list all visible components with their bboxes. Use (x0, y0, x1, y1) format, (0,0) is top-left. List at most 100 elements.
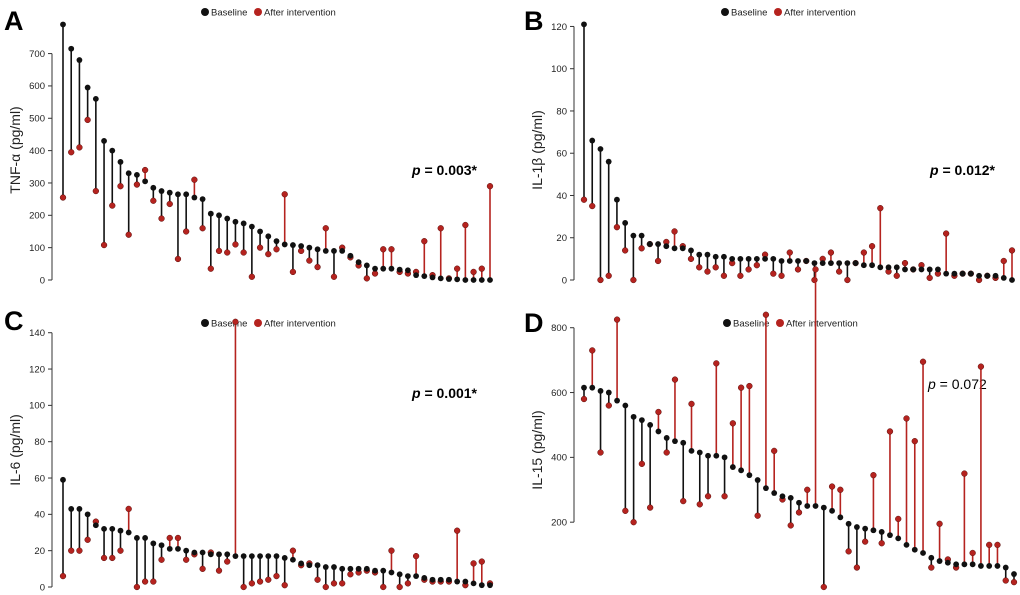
baseline-point (672, 438, 678, 445)
y-tick-label: 80 (34, 437, 45, 448)
dumbbell-series (59, 318, 494, 591)
baseline-point (622, 402, 629, 409)
after-point (745, 266, 752, 273)
after-point (704, 493, 712, 500)
baseline-point (76, 505, 83, 512)
after-point (622, 507, 629, 514)
after-point (696, 501, 703, 508)
after-point (232, 241, 239, 248)
baseline-point (166, 545, 173, 552)
y-tick-label: 0 (562, 275, 567, 286)
baseline-point (828, 260, 834, 266)
baseline-point (290, 556, 296, 563)
baseline-point (290, 242, 296, 248)
after-point (886, 428, 894, 435)
after-point (961, 470, 968, 477)
after-point (969, 549, 976, 557)
after-point (837, 486, 844, 493)
baseline-point (207, 551, 214, 558)
after-point (68, 149, 75, 156)
after-point (771, 447, 778, 455)
after-point (895, 515, 902, 523)
baseline-point (920, 550, 926, 556)
after-point (589, 202, 596, 210)
y-tick-label: 40 (556, 191, 567, 202)
after-point (248, 580, 256, 587)
y-tick-label: 140 (29, 328, 45, 339)
after-point (314, 263, 321, 271)
y-tick-label: 20 (556, 233, 567, 244)
p-value: p = 0.072 (927, 376, 987, 392)
baseline-point (216, 212, 222, 219)
after-point (232, 318, 239, 325)
baseline-point (976, 272, 982, 279)
baseline-point (175, 545, 181, 552)
baseline-point (487, 582, 493, 589)
y-axis-label: IL-1β (pg/ml) (529, 110, 545, 190)
dumbbell-series (59, 21, 494, 283)
after-point (330, 273, 338, 280)
baseline-point (745, 255, 752, 262)
baseline-point (926, 266, 933, 273)
baseline-point (887, 532, 893, 539)
y-tick-label: 100 (29, 401, 45, 412)
baseline-point (92, 95, 99, 102)
after-point (166, 200, 173, 208)
after-point (762, 311, 770, 318)
baseline-point (622, 220, 629, 226)
baseline-point (314, 246, 321, 253)
after-point (380, 583, 387, 591)
p-value: p = 0.001* (411, 385, 478, 401)
after-point (580, 395, 588, 403)
baseline-point (803, 258, 810, 264)
baseline-point (142, 178, 149, 185)
baseline-point (363, 262, 370, 269)
baseline-point (630, 232, 637, 239)
after-point (339, 580, 346, 587)
legend-baseline-marker (201, 8, 209, 16)
baseline-point (248, 553, 255, 560)
after-point (911, 438, 918, 445)
after-point (868, 243, 876, 250)
after-point (770, 270, 777, 277)
after-point (248, 273, 256, 280)
after-point (786, 249, 793, 256)
legend-baseline-label: Baseline (211, 8, 247, 19)
y-axis: 200 400 600 800 (551, 323, 575, 528)
baseline-point (125, 170, 132, 177)
legend-after-marker (254, 319, 262, 327)
baseline-point (870, 527, 877, 534)
after-point (613, 224, 621, 231)
after-point (224, 249, 231, 256)
baseline-point (396, 571, 403, 578)
y-tick-label: 800 (551, 323, 567, 334)
after-point (870, 472, 877, 479)
baseline-point (895, 535, 902, 542)
baseline-point (273, 238, 280, 245)
after-point (654, 257, 662, 265)
baseline-point (487, 277, 493, 283)
baseline-point (380, 265, 387, 272)
baseline-point (795, 258, 801, 264)
baseline-point (737, 255, 744, 262)
after-point (754, 512, 761, 519)
baseline-point (257, 553, 263, 560)
after-point (191, 176, 198, 183)
baseline-point (158, 188, 165, 194)
baseline-point (918, 266, 925, 273)
after-point (437, 225, 444, 232)
baseline-point (671, 245, 678, 252)
after-point (380, 246, 387, 253)
after-point (597, 276, 604, 284)
after-point (273, 572, 280, 580)
baseline-point (363, 565, 370, 572)
baseline-point (232, 553, 239, 560)
after-point (207, 265, 214, 272)
baseline-point (943, 270, 950, 277)
baseline-point (638, 417, 645, 423)
after-point (804, 486, 811, 493)
after-point (638, 245, 645, 252)
baseline-point (470, 580, 477, 587)
after-point (795, 509, 803, 516)
y-tick-label: 0 (40, 582, 45, 593)
